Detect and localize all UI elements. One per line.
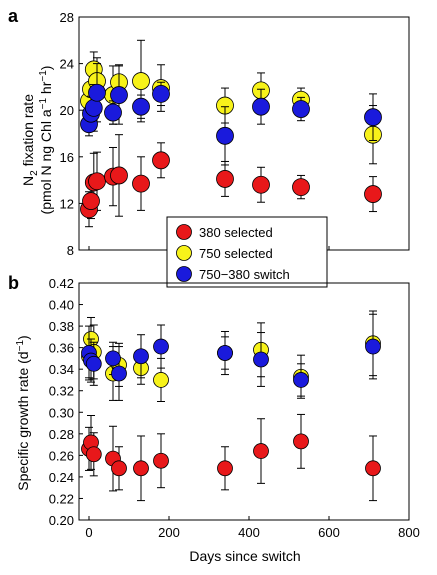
data-point [133,460,149,477]
panel-b-marks [81,310,381,502]
data-point [153,452,169,469]
data-point [365,460,381,477]
legend-entry-label: 750−380 switch [199,267,290,282]
y-tick-label: 0.38 [49,319,74,334]
legend-marker [176,224,192,240]
data-point [364,185,382,203]
legend-entry-label: 750 selected [199,246,273,261]
data-point [292,100,310,118]
y-tick-label: 28 [60,10,74,25]
y-tick-label: 12 [60,196,74,211]
y-tick-label: 16 [60,150,74,165]
panel-b-label: b [8,273,19,293]
data-point [253,443,269,459]
series-2 [80,63,382,166]
y-tick-label: 24 [60,57,74,72]
data-point [152,151,170,170]
data-point [110,86,128,104]
series-0 [80,134,382,228]
panel-a: a N2 fixation rate (pmol N ng Chl a−1 hr… [8,6,410,288]
data-point [365,338,381,355]
data-point [217,345,233,361]
x-tick-label: 200 [158,525,180,540]
y-tick-label: 0.40 [49,298,74,313]
x-axis-label: Days since switch [189,548,300,564]
plot-frame [78,282,410,521]
data-point [105,350,121,367]
data-point [364,108,382,127]
y-tick-label: 0.36 [49,341,74,356]
y-tick-label: 0.30 [49,405,74,420]
data-point [82,192,100,210]
data-point [292,178,310,196]
data-point [217,460,233,477]
data-point [252,97,270,116]
legend-marker [176,266,192,282]
panel-a-label: a [8,6,19,26]
data-point [293,372,309,388]
data-point [88,172,106,191]
data-point [85,446,102,463]
y-tick-label: 0.24 [49,470,74,485]
y-tick-label: 0.22 [49,491,74,506]
data-point [216,170,234,188]
y-tick-label: 0.34 [49,362,74,377]
data-point [252,175,270,194]
panel-a-marks [80,39,382,228]
data-point [253,351,269,368]
plot-frame [78,16,410,251]
data-point [216,126,234,145]
data-point [111,365,127,382]
data-point [153,372,169,388]
data-point [132,174,150,193]
y-tick-label: 0.42 [49,276,74,291]
data-point [110,166,128,185]
x-tick-label: 0 [85,525,92,540]
x-tick-label: 800 [398,525,420,540]
data-point [133,348,149,365]
y-tick-label: 20 [60,103,74,118]
panel-b-axes: 0.20 0.22 0.24 0.26 0.28 0.30 0.32 0.34 0.36 0.38… [49,276,420,540]
data-point [153,338,169,355]
series-1 [80,39,382,165]
data-point [84,98,103,117]
data-point [132,72,150,90]
data-point [111,460,127,477]
data-point [293,433,309,450]
data-point [88,83,106,102]
series-2 [81,313,381,401]
data-point [132,97,150,116]
x-tick-label: 400 [238,525,260,540]
y-tick-label: 8 [67,243,74,258]
y-tick-label: 0.26 [49,448,74,463]
panel-a-ylabel-units: (pmol N ng Chl a−1 hr−1) [38,66,54,215]
legend: 380 selected 750 selected 750−380 switch [166,216,328,288]
legend-marker [176,245,192,261]
data-point [104,103,122,122]
data-point [152,84,170,103]
panel-b: b Specific growth rate (d−1) Days since … [8,273,420,564]
y-tick-label: 0.28 [49,427,74,442]
panel-b-ylabel: Specific growth rate (d−1) [15,335,31,490]
data-point [85,355,102,372]
legend-box [166,216,328,288]
y-tick-label: 0.20 [49,513,74,528]
series-0 [81,413,381,502]
y-tick-label: 0.32 [49,384,74,399]
legend-entry-label: 380 selected [199,225,273,240]
panel-a-ylabel: N2 fixation rate [20,94,40,186]
x-tick-label: 600 [318,525,340,540]
